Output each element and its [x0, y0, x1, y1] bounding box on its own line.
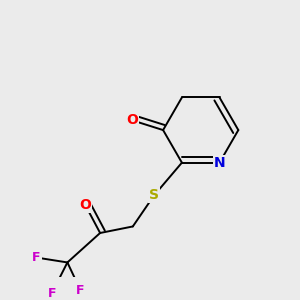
Text: O: O — [126, 113, 138, 127]
Text: F: F — [32, 251, 41, 264]
Text: S: S — [149, 188, 159, 203]
Text: O: O — [80, 198, 91, 212]
Text: N: N — [214, 156, 225, 170]
Text: F: F — [76, 284, 85, 297]
Text: F: F — [47, 287, 56, 300]
